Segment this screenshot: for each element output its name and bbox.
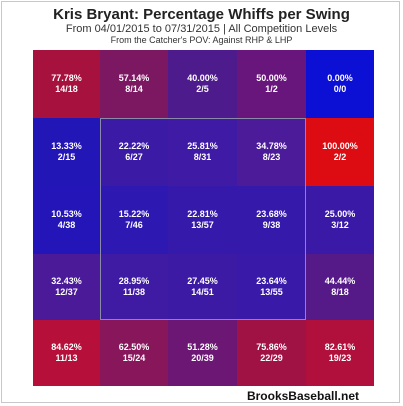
cell-count: 8/23 xyxy=(262,152,281,162)
cell-percentage: 32.43% xyxy=(51,276,82,286)
cell-count: 7/46 xyxy=(125,220,143,230)
heatmap-cell-r5-c2: 62.50% 15/24 xyxy=(100,320,168,386)
heatmap-cell-r3-c1: 10.53% 4/38 xyxy=(33,186,100,254)
chart-subtitle: From 04/01/2015 to 07/31/2015 | All Comp… xyxy=(65,23,338,35)
heatmap-cell-r4-c4: 23.64% 13/55 xyxy=(237,254,306,320)
cell-percentage: 50.00% xyxy=(256,73,287,83)
heatmap-cell-r2-c2: 22.22% 6/27 xyxy=(100,118,168,186)
cell-percentage: 40.00% xyxy=(187,73,218,83)
heatmap-cell-r1-c2: 57.14% 8/14 xyxy=(100,50,168,118)
cell-percentage: 51.28% xyxy=(187,342,218,352)
cell-percentage: 84.62% xyxy=(51,342,82,352)
cell-percentage: 25.00% xyxy=(324,209,356,219)
heatmap-cell-r2-c3: 25.81% 8/31 xyxy=(168,118,237,186)
heatmap-cell-r3-c3: 22.81% 13/57 xyxy=(168,186,237,254)
cell-count: 2/2 xyxy=(333,152,347,162)
cell-count: 22/29 xyxy=(260,353,283,363)
cell-count: 0/0 xyxy=(333,84,347,94)
cell-count: 8/14 xyxy=(125,84,143,94)
cell-count: 20/39 xyxy=(191,353,214,363)
cell-percentage: 57.14% xyxy=(118,73,150,83)
heatmap-cell-r2-c5: 100.00% 2/2 xyxy=(306,118,374,186)
cell-count: 15/24 xyxy=(122,353,146,363)
cell-percentage: 62.50% xyxy=(118,342,150,352)
cell-count: 1/2 xyxy=(265,84,278,94)
chart-note: From the Catcher's POV: Against RHP & LH… xyxy=(110,35,293,45)
brand-watermark: BrooksBaseball.net xyxy=(246,389,359,403)
cell-percentage: 15.22% xyxy=(118,209,150,219)
cell-percentage: 28.95% xyxy=(118,276,150,286)
cell-percentage: 25.81% xyxy=(187,141,218,151)
cell-percentage: 22.81% xyxy=(187,209,218,219)
cell-count: 2/15 xyxy=(57,152,76,162)
heatmap-cell-r5-c4: 75.86% 22/29 xyxy=(237,320,306,386)
cell-count: 11/38 xyxy=(122,287,146,297)
cell-count: 14/18 xyxy=(55,84,78,94)
cell-count: 8/18 xyxy=(331,287,349,297)
heatmap-cell-r3-c5: 25.00% 3/12 xyxy=(306,186,374,254)
cell-percentage: 10.53% xyxy=(51,209,82,219)
cell-percentage: 82.61% xyxy=(324,342,356,352)
cell-count: 6/27 xyxy=(125,152,143,162)
heatmap-cell-r1-c5: 0.00% 0/0 xyxy=(306,50,374,118)
chart-title: Kris Bryant: Percentage Whiffs per Swing xyxy=(53,6,350,23)
heatmap-cell-r3-c2: 15.22% 7/46 xyxy=(100,186,168,254)
heatmap-cell-r1-c1: 77.78% 14/18 xyxy=(33,50,100,118)
heatmap-cell-r4-c3: 27.45% 14/51 xyxy=(168,254,237,320)
cell-percentage: 23.64% xyxy=(256,276,287,286)
cell-percentage: 27.45% xyxy=(187,276,218,286)
cell-count: 14/51 xyxy=(191,287,214,297)
cell-percentage: 23.68% xyxy=(256,209,287,219)
heatmap-grid: 77.78% 14/18 57.14% 8/14 40.00% 2/5 50.00% 1/2 0… xyxy=(33,50,374,386)
cell-count: 13/55 xyxy=(260,287,283,297)
cell-percentage: 0.00% xyxy=(327,73,353,83)
heatmap-cell-r5-c5: 82.61% 19/23 xyxy=(306,320,374,386)
heatmap-cell-r1-c4: 50.00% 1/2 xyxy=(237,50,306,118)
heatmap-cell-r2-c4: 34.78% 8/23 xyxy=(237,118,306,186)
cell-count: 2/5 xyxy=(196,84,209,94)
heatmap-cell-r4-c1: 32.43% 12/37 xyxy=(33,254,100,320)
cell-count: 3/12 xyxy=(331,220,349,230)
cell-percentage: 34.78% xyxy=(256,141,287,151)
cell-percentage: 44.44% xyxy=(324,276,356,286)
cell-count: 12/37 xyxy=(55,287,78,297)
heatmap-cell-r3-c4: 23.68% 9/38 xyxy=(237,186,306,254)
heatmap-cell-r4-c2: 28.95% 11/38 xyxy=(100,254,168,320)
heatmap-cell-r2-c1: 13.33% 2/15 xyxy=(33,118,100,186)
cell-count: 19/23 xyxy=(328,353,352,363)
cell-count: 11/13 xyxy=(55,353,78,363)
heatmap-cell-r1-c3: 40.00% 2/5 xyxy=(168,50,237,118)
cell-count: 9/38 xyxy=(262,220,281,230)
cell-count: 13/57 xyxy=(191,220,214,230)
cell-percentage: 77.78% xyxy=(51,73,82,83)
cell-count: 4/38 xyxy=(57,220,76,230)
cell-percentage: 75.86% xyxy=(256,342,287,352)
heatmap-cell-r5-c1: 84.62% 11/13 xyxy=(33,320,100,386)
cell-percentage: 13.33% xyxy=(51,141,82,151)
cell-percentage: 22.22% xyxy=(118,141,150,151)
heatmap-cell-r5-c3: 51.28% 20/39 xyxy=(168,320,237,386)
cell-percentage: 100.00% xyxy=(322,141,358,151)
cell-count: 8/31 xyxy=(193,152,212,162)
heatmap-cell-r4-c5: 44.44% 8/18 xyxy=(306,254,374,320)
